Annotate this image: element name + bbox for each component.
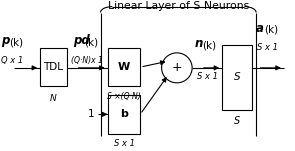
Text: pd: pd [73,34,89,47]
Text: S ×(Q·N): S ×(Q·N) [107,92,141,101]
Text: b: b [120,109,128,119]
Text: a: a [256,22,264,35]
Text: 1: 1 [87,109,94,119]
Text: (k): (k) [202,40,217,50]
Bar [108,95,140,133]
Bar [108,48,140,86]
Bar [40,48,67,86]
Text: Q x 1: Q x 1 [1,56,23,65]
Text: +: + [172,61,182,74]
Text: n: n [195,37,204,50]
Text: S: S [234,72,240,82]
Ellipse shape [162,53,192,83]
Text: S: S [234,116,240,126]
Text: S x 1: S x 1 [196,72,217,80]
Text: (Q·N)x 1: (Q·N)x 1 [71,56,102,65]
Text: N: N [50,94,57,103]
Text: (k): (k) [84,37,98,47]
Text: W: W [118,62,130,72]
Text: TDL: TDL [44,62,63,72]
Bar [222,45,252,110]
Text: (k): (k) [264,25,278,35]
Text: Linear Layer of S Neurons: Linear Layer of S Neurons [108,1,249,11]
Text: p: p [1,34,9,47]
Text: (k): (k) [9,37,23,47]
Text: S x 1: S x 1 [114,139,135,148]
Text: S x 1: S x 1 [257,43,278,52]
